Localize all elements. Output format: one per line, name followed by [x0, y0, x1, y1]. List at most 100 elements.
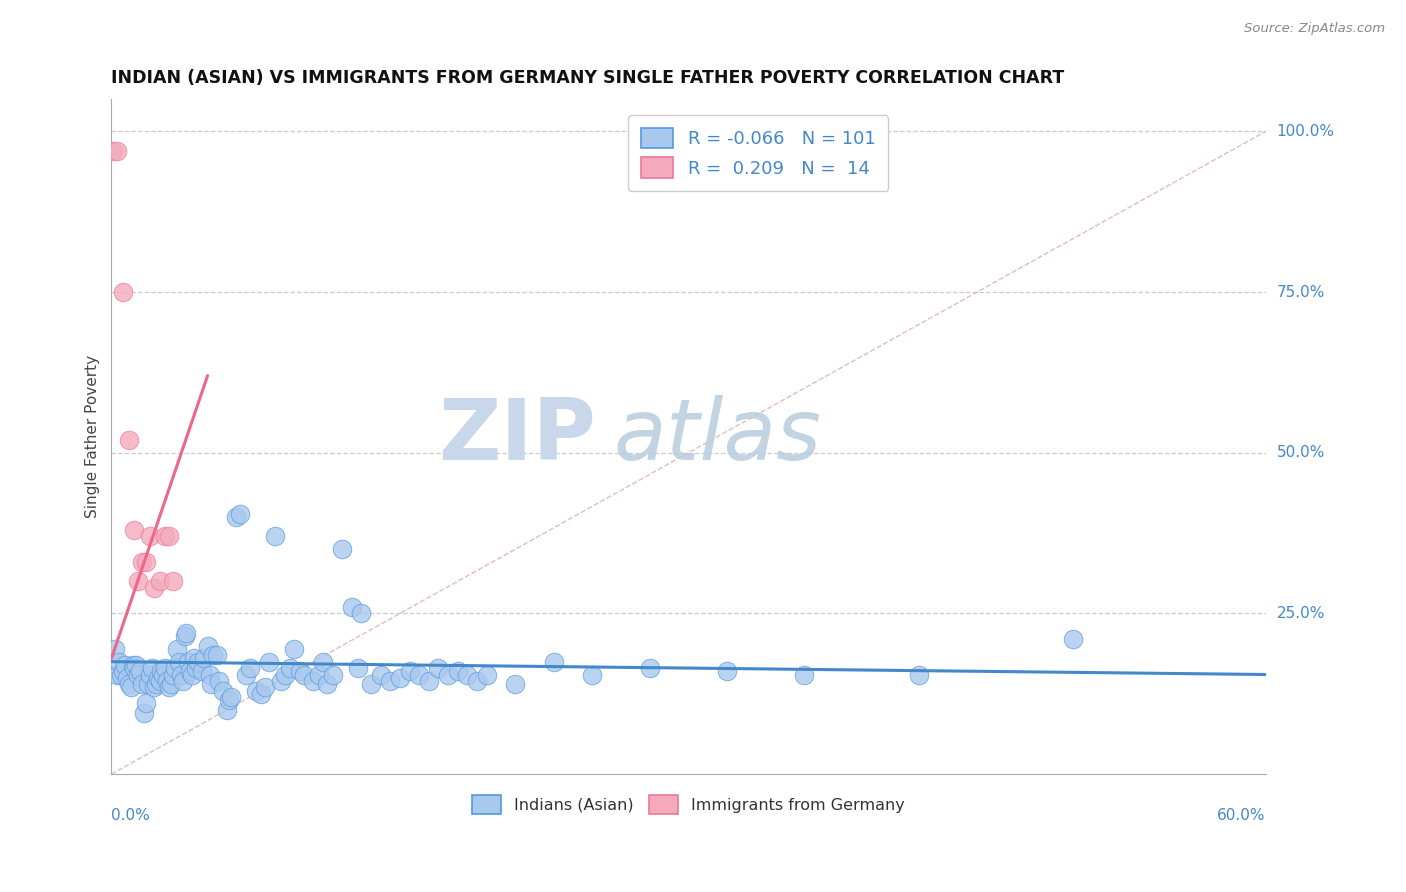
- Point: [388, 671, 411, 685]
- Point: [200, 677, 222, 691]
- Point: [142, 681, 165, 695]
- Point: [139, 667, 162, 681]
- Point: [427, 661, 450, 675]
- Point: [148, 574, 170, 589]
- Point: [330, 542, 353, 557]
- Point: [156, 673, 179, 688]
- Point: [273, 667, 295, 681]
- Point: [105, 144, 128, 158]
- Point: [312, 655, 335, 669]
- Point: [150, 665, 173, 679]
- Point: [187, 655, 209, 669]
- Point: [118, 433, 141, 447]
- Point: [288, 665, 311, 679]
- Point: [163, 661, 186, 675]
- Point: [346, 661, 368, 675]
- Point: [191, 665, 214, 679]
- Point: [581, 667, 603, 681]
- Point: [135, 697, 157, 711]
- Text: 100.0%: 100.0%: [1277, 124, 1334, 139]
- Point: [162, 667, 184, 681]
- Text: atlas: atlas: [613, 395, 821, 478]
- Point: [229, 507, 252, 521]
- Text: Source: ZipAtlas.com: Source: ZipAtlas.com: [1244, 22, 1385, 36]
- Point: [340, 600, 363, 615]
- Point: [155, 529, 177, 543]
- Point: [118, 677, 141, 691]
- Point: [193, 651, 215, 665]
- Point: [131, 677, 153, 691]
- Point: [215, 703, 238, 717]
- Point: [108, 655, 131, 669]
- Point: [169, 667, 191, 681]
- Point: [292, 667, 315, 681]
- Point: [148, 673, 170, 688]
- Point: [208, 673, 231, 688]
- Point: [105, 667, 128, 681]
- Text: 50.0%: 50.0%: [1277, 445, 1324, 460]
- Point: [173, 629, 195, 643]
- Point: [172, 673, 194, 688]
- Point: [141, 661, 163, 675]
- Point: [124, 523, 146, 537]
- Point: [155, 661, 177, 675]
- Point: [104, 641, 127, 656]
- Point: [162, 574, 184, 589]
- Point: [166, 641, 188, 656]
- Point: [245, 683, 267, 698]
- Point: [219, 690, 242, 704]
- Point: [218, 693, 240, 707]
- Point: [302, 673, 325, 688]
- Point: [380, 673, 402, 688]
- Point: [121, 657, 143, 672]
- Point: [127, 667, 149, 681]
- Point: [125, 657, 148, 672]
- Point: [198, 667, 221, 681]
- Point: [145, 677, 167, 691]
- Text: INDIAN (ASIAN) VS IMMIGRANTS FROM GERMANY SINGLE FATHER POVERTY CORRELATION CHAR: INDIAN (ASIAN) VS IMMIGRANTS FROM GERMAN…: [111, 69, 1064, 87]
- Point: [202, 648, 225, 663]
- Point: [152, 667, 174, 681]
- Point: [157, 529, 180, 543]
- Point: [264, 529, 287, 543]
- Point: [716, 665, 738, 679]
- Point: [638, 661, 661, 675]
- Point: [283, 641, 305, 656]
- Point: [254, 681, 277, 695]
- Point: [908, 667, 931, 681]
- Point: [136, 677, 159, 691]
- Point: [475, 667, 498, 681]
- Point: [176, 625, 198, 640]
- Point: [465, 673, 488, 688]
- Point: [179, 665, 201, 679]
- Point: [177, 655, 200, 669]
- Legend: Indians (Asian), Immigrants from Germany: Indians (Asian), Immigrants from Germany: [465, 789, 911, 820]
- Point: [127, 574, 149, 589]
- Point: [370, 667, 392, 681]
- Point: [142, 581, 165, 595]
- Point: [322, 667, 344, 681]
- Text: 60.0%: 60.0%: [1218, 808, 1265, 823]
- Text: ZIP: ZIP: [439, 395, 596, 478]
- Point: [132, 706, 155, 720]
- Point: [350, 607, 373, 621]
- Point: [160, 677, 183, 691]
- Point: [239, 661, 262, 675]
- Text: 75.0%: 75.0%: [1277, 285, 1324, 300]
- Point: [110, 667, 132, 681]
- Point: [129, 665, 152, 679]
- Point: [360, 677, 382, 691]
- Point: [418, 673, 440, 688]
- Point: [447, 665, 470, 679]
- Point: [456, 667, 478, 681]
- Point: [183, 651, 205, 665]
- Point: [543, 655, 565, 669]
- Point: [1062, 632, 1084, 647]
- Point: [398, 665, 420, 679]
- Point: [270, 673, 292, 688]
- Point: [212, 683, 235, 698]
- Point: [235, 667, 257, 681]
- Y-axis label: Single Father Poverty: Single Father Poverty: [86, 355, 100, 518]
- Point: [114, 657, 136, 672]
- Point: [184, 661, 207, 675]
